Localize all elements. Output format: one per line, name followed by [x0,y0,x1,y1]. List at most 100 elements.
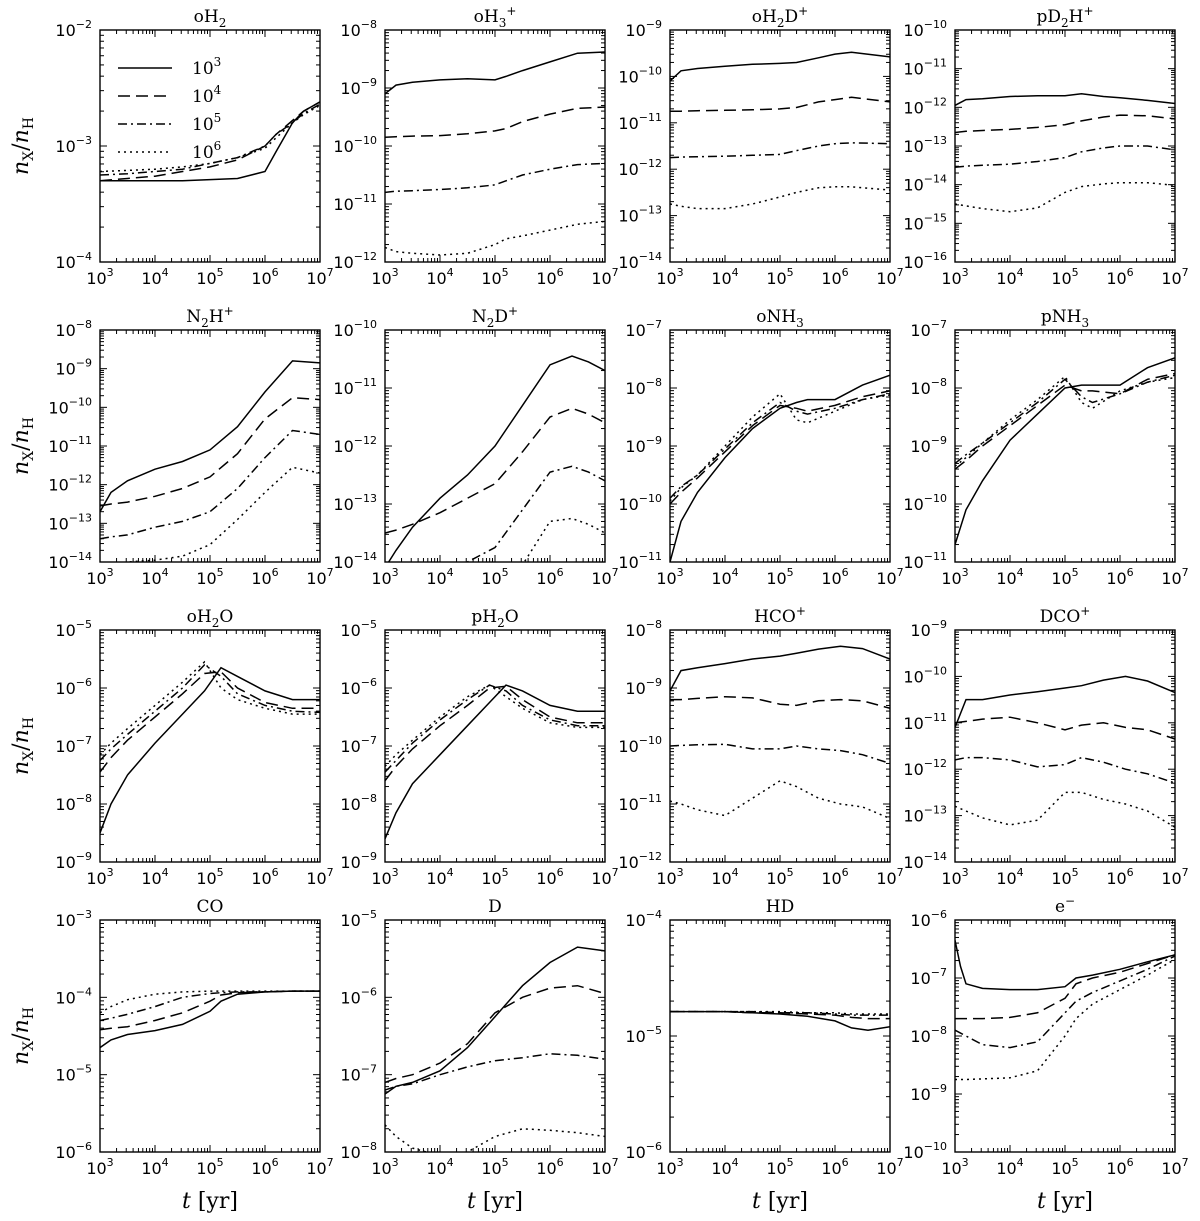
series-line [670,1010,890,1016]
panel: 103 104 105 106 107 10−12 10−11 10−10 10−9 10−8 oH… [333,4,618,288]
y-tick-label: 10−5 [55,1063,92,1085]
y-tick-label: 10−10 [903,18,947,40]
axes-frame [99,329,321,563]
x-tick-label: 106 [536,1156,563,1178]
axes-frame [99,629,321,863]
x-tick-label: 103 [86,566,113,588]
series-line [955,374,1175,464]
panel: 103 104 105 106 107 10−14 10−13 10−12 10−11 10−10… [903,604,1188,888]
x-tick-label: 107 [1161,566,1188,588]
y-tick-label: 10−11 [618,550,662,572]
x-tick-label: 103 [941,1156,968,1178]
y-axis-label: nX/nH [9,117,37,175]
y-tick-label: 10−8 [340,18,377,40]
x-tick-label: 106 [1106,566,1133,588]
x-tick-label: 104 [426,1156,453,1178]
panel-title: oH2 [194,7,227,30]
y-tick-label: 10−12 [618,850,662,872]
y-tick-label: 10−8 [340,792,377,814]
panel-title: pD2H+ [1036,4,1093,30]
panel: 103 104 105 106 107 10−11 10−10 10−9 10−8 10−7 oNH… [618,307,903,588]
y-tick-label: 10−13 [903,804,947,826]
x-tick-label: 104 [426,566,453,588]
x-tick-label: 107 [876,1156,903,1178]
series-line [387,355,605,562]
y-tick-label: 10−10 [618,734,662,756]
series-line [955,791,1175,828]
series-line [670,186,890,210]
series-line [465,465,605,562]
y-tick-label: 10−10 [903,1140,947,1162]
axes-frame [954,29,1176,263]
series-line [100,101,320,182]
y-tick-label: 10−9 [55,850,92,872]
x-tick-label: 104 [141,866,168,888]
x-tick-label: 106 [1106,866,1133,888]
series-line [955,145,1175,169]
y-tick-label: 10−6 [340,676,377,698]
series-line [385,407,605,534]
y-tick-label: 10−5 [625,1024,662,1046]
series-line [955,357,1175,545]
series-line [385,946,605,1095]
panel-title: pNH3 [1041,307,1089,330]
x-tick-label: 105 [766,566,793,588]
y-tick-label: 10−8 [625,376,662,398]
axes-frame [669,329,891,563]
y-tick-label: 10−12 [48,473,92,495]
y-tick-label: 10−10 [903,492,947,514]
y-tick-label: 10−6 [625,1140,662,1162]
legend-label: 105 [192,111,221,135]
y-axis-label: nX/nH [9,417,37,475]
y-tick-label: 10−8 [625,618,662,640]
x-tick-label: 105 [1051,566,1078,588]
y-tick-label: 10−9 [910,434,947,456]
panel-title: N2D+ [472,304,518,330]
y-tick-label: 10−11 [618,111,662,133]
x-tick-label: 103 [656,866,683,888]
x-tick-label: 105 [196,1156,223,1178]
series-line [100,671,320,773]
y-tick-label: 10−13 [618,204,662,226]
x-tick-label: 104 [711,1156,738,1178]
panel-title: HD [766,897,794,917]
y-tick-label: 10−10 [903,664,947,686]
series-line [385,162,605,194]
x-tick-label: 105 [766,1156,793,1178]
panel: 103 104 105 106 107 10−16 10−15 10−14 10−13 10−12… [903,4,1188,288]
panel: 103 104 105 106 107 10−4 10−3 10−2 oH2 103 104 105 1… [55,7,333,288]
series-line [955,756,1175,784]
x-tick-label: 103 [656,1156,683,1178]
x-axis-label: t [yr] [467,1189,523,1214]
series-line [100,663,320,762]
panel-title: oH2D+ [752,4,808,30]
panel: 103 104 105 106 107 10−9 10−8 10−7 10−6 10−5 pH2O [340,607,618,888]
y-tick-label: 10−6 [55,1140,92,1162]
y-tick-label: 10−9 [625,18,662,40]
series-line [955,675,1175,728]
x-tick-label: 105 [481,1156,508,1178]
x-tick-label: 107 [1161,266,1188,288]
y-tick-label: 10−12 [333,434,377,456]
y-tick-label: 10−9 [910,1082,947,1104]
x-tick-label: 103 [371,1156,398,1178]
x-tick-label: 104 [141,566,168,588]
x-tick-label: 106 [536,566,563,588]
series-line [670,390,890,505]
series-line [955,181,1175,213]
x-tick-label: 106 [821,266,848,288]
x-tick-label: 103 [941,266,968,288]
series-line [100,360,320,513]
x-tick-label: 104 [996,866,1023,888]
x-tick-label: 104 [141,1156,168,1178]
panel: 103 104 105 106 107 10−9 10−8 10−7 10−6 10−5 oH2O [55,607,333,888]
y-tick-label: 10−6 [55,676,92,698]
series-line [670,96,890,112]
series-line [100,396,320,507]
y-tick-label: 10−11 [333,192,377,214]
y-tick-label: 10−9 [625,434,662,456]
series-line [955,955,1175,1049]
y-tick-label: 10−10 [618,492,662,514]
x-tick-label: 104 [426,866,453,888]
